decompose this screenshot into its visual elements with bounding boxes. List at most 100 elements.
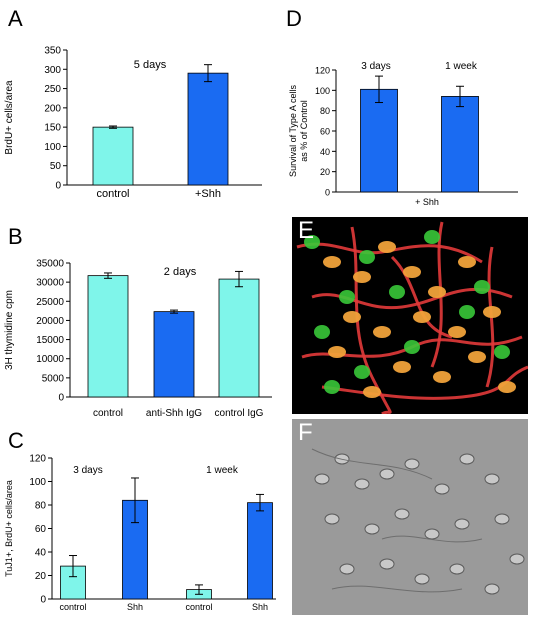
chart-b: 0 5000 10000 15000 20000 25000 30000 35000 contr… [0, 250, 280, 428]
chart-a-y-tick-label: 350 [44, 46, 61, 57]
chart-d-y-label: Survival of Type A cells as % of Control [288, 85, 309, 177]
chart-a-category-label: control [96, 188, 129, 200]
chart-d-y-tick-label: 80 [320, 106, 330, 116]
chart-c-category-label: Shh [252, 602, 268, 612]
chart-a-y-tick-label: 200 [44, 103, 61, 114]
micrograph-f: F [292, 419, 528, 615]
chart-d-x-label: + Shh [415, 197, 439, 207]
chart-d-y-label-line: Survival of Type A cells [288, 85, 298, 177]
green-cell [359, 250, 375, 264]
chart-c-y-tick-label: 60 [35, 524, 47, 535]
micrograph-f-image [311, 448, 525, 595]
chart-b-category-label: control [93, 408, 123, 419]
dic-cell [324, 513, 340, 525]
chart-a-bar [187, 72, 229, 186]
chart-d-bar [441, 96, 479, 193]
chart-d-y-tick-label: 60 [320, 127, 330, 137]
chart-a-y-tick-label: 100 [44, 142, 61, 153]
green-cell [304, 235, 320, 249]
chart-b-y-tick-label: 20000 [36, 316, 64, 327]
dic-process [311, 448, 433, 480]
cell-body [433, 371, 451, 383]
chart-a-svg: 0 50 100 150 200 250 300 350 control +Shh 5 days Br… [4, 46, 262, 200]
micrograph-e: E [292, 217, 528, 414]
cell-body [328, 346, 346, 358]
dic-cell [379, 558, 395, 570]
chart-c-annotation: 3 days [73, 465, 102, 476]
chart-d-y-label-line: as % of Control [299, 100, 309, 162]
chart-b-y-tick-label: 0 [58, 393, 64, 404]
chart-c-y-tick-label: 40 [35, 548, 47, 559]
cell-body [458, 256, 476, 268]
dic-cell [364, 523, 380, 535]
chart-a-y-tick-label: 300 [44, 65, 61, 76]
chart-a-y-label: BrdU+ cells/area [4, 80, 15, 155]
green-cell [494, 345, 510, 359]
chart-c-y-tick-label: 80 [35, 501, 47, 512]
chart-b-y-tick-label: 25000 [36, 297, 64, 308]
panel-label-e: E [298, 217, 315, 244]
dic-cell [354, 478, 370, 490]
chart-b-y-tick-label: 30000 [36, 278, 64, 289]
chart-d-y-tick-label: 20 [320, 167, 330, 177]
dic-cell [454, 518, 470, 530]
cell-body [428, 286, 446, 298]
chart-c-y-tick-label: 0 [40, 595, 46, 606]
dic-cell [394, 508, 410, 520]
panel-label-b: B [8, 224, 23, 249]
cell-body [468, 351, 486, 363]
chart-b-svg: 0 5000 10000 15000 20000 25000 30000 35000 contr… [4, 259, 272, 419]
dic-cell [434, 483, 450, 495]
cell-body [393, 361, 411, 373]
chart-a-y-tick-label: 50 [50, 161, 62, 172]
cell-body [498, 381, 516, 393]
chart-b-bar [218, 278, 260, 398]
chart-c-y-label: TuJ1+, BrdU+ cells/area [4, 480, 14, 577]
chart-c: 0 20 40 60 80 100 120 control Shh control Shh 3 day… [0, 450, 280, 615]
chart-a-title: 5 days [134, 59, 167, 71]
chart-c-y-tick-label: 20 [35, 571, 47, 582]
cell-body [353, 271, 371, 283]
chart-b-title: 2 days [164, 266, 197, 278]
chart-a: 0 50 100 150 200 250 300 350 control +Shh 5 days Br… [0, 30, 270, 225]
chart-c-annotation: 1 week [206, 465, 239, 476]
cell-body [378, 241, 396, 253]
dic-cell [379, 468, 395, 480]
chart-d-y-tick-label: 100 [315, 86, 330, 96]
chart-c-category-label: control [59, 602, 86, 612]
chart-b-category-label: anti-Shh IgG [146, 408, 202, 419]
neurite-process [390, 255, 453, 339]
green-cell [424, 230, 440, 244]
cell-body [363, 386, 381, 398]
cell-body [413, 311, 431, 323]
panel-label-a: A [8, 6, 23, 31]
cell-body [448, 326, 466, 338]
green-cell [389, 285, 405, 299]
green-cell [459, 305, 475, 319]
chart-a-category-label: +Shh [195, 188, 221, 200]
chart-b-y-tick-label: 5000 [42, 373, 65, 384]
green-cell [324, 380, 340, 394]
dic-cell [484, 473, 500, 485]
panel-label-c: C [8, 428, 24, 453]
chart-c-category-label: control [185, 602, 212, 612]
dic-cell [414, 573, 430, 585]
neurite-process [321, 365, 528, 400]
chart-d-annotation: 3 days [361, 61, 390, 72]
cell-body [403, 266, 421, 278]
dic-process [381, 535, 483, 543]
dic-process [331, 585, 463, 593]
cell-body [343, 311, 361, 323]
green-cell [354, 365, 370, 379]
green-cell [474, 280, 490, 294]
chart-d-annotation: 1 week [445, 61, 478, 72]
dic-cell [509, 553, 525, 565]
chart-c-svg: 0 20 40 60 80 100 120 control Shh control Shh 3 day… [4, 454, 276, 612]
green-cell [404, 340, 420, 354]
chart-b-y-tick-label: 35000 [36, 259, 64, 270]
dic-cell [339, 563, 355, 575]
dic-cell [449, 563, 465, 575]
green-cell [339, 290, 355, 304]
chart-c-y-tick-label: 100 [29, 477, 46, 488]
dic-cell [424, 528, 440, 540]
